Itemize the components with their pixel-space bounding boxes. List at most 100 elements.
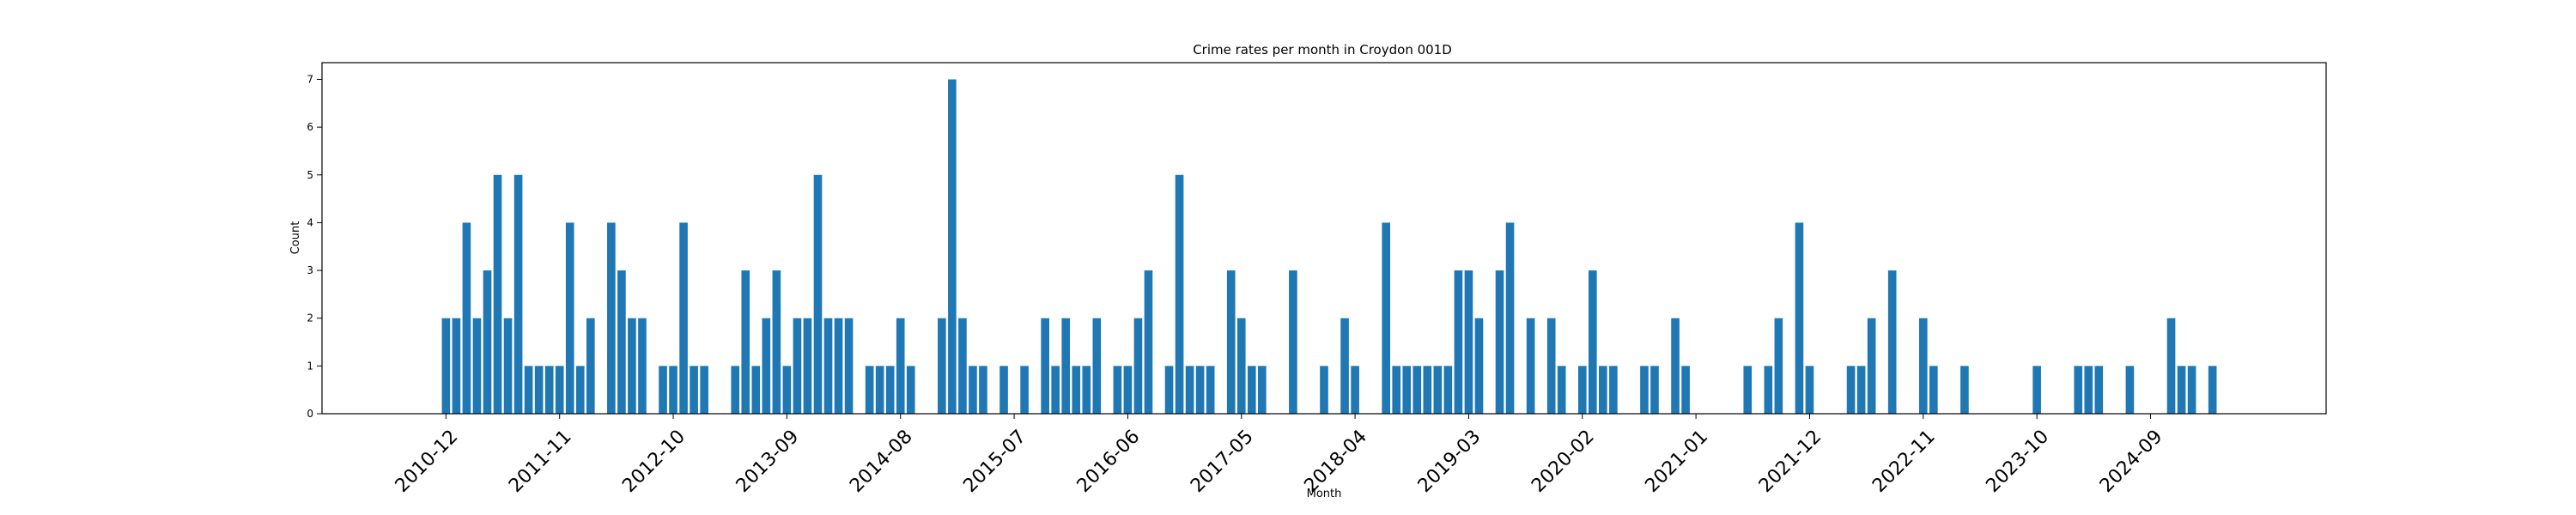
bar-2011-07: [513, 174, 523, 414]
bar-2012-04: [607, 222, 616, 414]
bar-2020-12: [1681, 366, 1690, 414]
bar-2011-04: [483, 270, 492, 414]
bar-2014-06: [875, 366, 884, 414]
y-tick-label: 3: [307, 264, 313, 276]
bar-2013-08: [772, 270, 781, 414]
bar-2020-11: [1671, 318, 1680, 414]
bar-2013-10: [793, 318, 802, 414]
bar-2011-06: [503, 318, 513, 414]
bar-2022-06: [1867, 318, 1876, 414]
bar-2017-06: [1247, 366, 1256, 414]
bar-2019-01: [1443, 366, 1453, 414]
bar-2011-05: [493, 174, 502, 414]
bar-2016-03: [1092, 318, 1102, 414]
bar-2015-12: [1061, 318, 1071, 414]
chart-title: Crime rates per month in Croydon 001D: [1193, 42, 1452, 58]
bar-2014-03: [844, 318, 854, 414]
y-tick-label: 2: [307, 312, 313, 324]
bar-2019-02: [1454, 270, 1463, 414]
bar-2024-03: [2084, 366, 2093, 414]
bar-2019-04: [1474, 318, 1484, 414]
bar-2020-05: [1609, 366, 1618, 414]
bar-2017-07: [1258, 366, 1267, 414]
bar-2011-09: [534, 366, 544, 414]
bar-2012-06: [628, 318, 636, 414]
bar-2022-05: [1856, 366, 1866, 414]
bar-2016-12: [1185, 366, 1194, 414]
bar-2021-09: [1774, 318, 1783, 414]
bar-2017-01: [1195, 366, 1205, 414]
bar-2018-04: [1351, 366, 1359, 414]
bar-2019-12: [1557, 366, 1566, 414]
bar-2013-11: [803, 318, 812, 414]
bar-2025-03: [2208, 366, 2217, 414]
bar-2018-12: [1433, 366, 1443, 414]
bar-2021-08: [1764, 366, 1773, 414]
bar-2014-08: [896, 318, 905, 414]
bar-2016-08: [1144, 270, 1153, 414]
bar-2015-08: [1020, 366, 1029, 414]
bar-2016-05: [1113, 366, 1122, 414]
bar-2016-01: [1072, 366, 1081, 414]
bar-2011-10: [544, 366, 554, 414]
bar-2014-05: [865, 366, 874, 414]
bar-2021-12: [1805, 366, 1814, 414]
bar-2017-05: [1236, 318, 1246, 414]
bar-2011-02: [462, 222, 471, 414]
bar-2014-07: [885, 366, 895, 414]
bar-2011-12: [565, 222, 574, 414]
bar-2015-01: [948, 79, 957, 414]
bar-2014-09: [906, 366, 915, 414]
y-tick-label: 5: [307, 169, 313, 181]
bar-2024-12: [2177, 366, 2186, 414]
y-tick-label: 7: [307, 73, 313, 85]
bar-2020-04: [1599, 366, 1607, 414]
y-tick-label: 1: [307, 360, 313, 372]
bar-2020-03: [1588, 270, 1597, 414]
bar-2012-11: [679, 222, 688, 414]
bar-2016-07: [1133, 318, 1143, 414]
bar-2013-05: [741, 270, 750, 414]
bar-2020-08: [1640, 366, 1649, 414]
bar-2013-12: [813, 174, 823, 414]
bar-2012-02: [586, 318, 595, 414]
bar-2011-01: [452, 318, 461, 414]
bar-2015-03: [969, 366, 977, 414]
bar-2013-09: [782, 366, 792, 414]
bar-2018-11: [1423, 366, 1432, 414]
bar-2014-02: [834, 318, 843, 414]
bar-2014-01: [823, 318, 833, 414]
bar-2022-04: [1846, 366, 1856, 414]
y-axis-label: Count: [289, 221, 302, 255]
bar-2019-09: [1526, 318, 1535, 414]
bar-2019-11: [1546, 318, 1556, 414]
bar-2013-04: [731, 366, 740, 414]
bar-2018-09: [1402, 366, 1412, 414]
bar-2013-01: [700, 366, 708, 414]
bar-2018-10: [1413, 366, 1422, 414]
bar-2024-11: [2166, 318, 2176, 414]
bar-2017-04: [1226, 270, 1236, 414]
y-tick-label: 6: [307, 121, 313, 133]
bar-2017-10: [1289, 270, 1297, 414]
y-tick-label: 4: [307, 216, 313, 228]
bar-2016-10: [1164, 366, 1174, 414]
bar-2021-06: [1743, 366, 1753, 414]
bar-2012-09: [659, 366, 667, 414]
bar-2015-02: [958, 318, 967, 414]
bar-2012-10: [669, 366, 677, 414]
bar-2022-12: [1929, 366, 1938, 414]
bar-2011-11: [555, 366, 564, 414]
bar-2015-10: [1041, 318, 1049, 414]
bar-2018-03: [1340, 318, 1349, 414]
plot-area-frame: [321, 62, 2327, 415]
bar-2015-06: [999, 366, 1008, 414]
bar-2013-06: [751, 366, 761, 414]
bar-2019-07: [1505, 222, 1515, 414]
bar-2013-07: [762, 318, 771, 414]
bar-2022-08: [1887, 270, 1897, 414]
bar-2016-06: [1123, 366, 1133, 414]
bar-2021-11: [1795, 222, 1804, 414]
bar-2017-02: [1206, 366, 1215, 414]
